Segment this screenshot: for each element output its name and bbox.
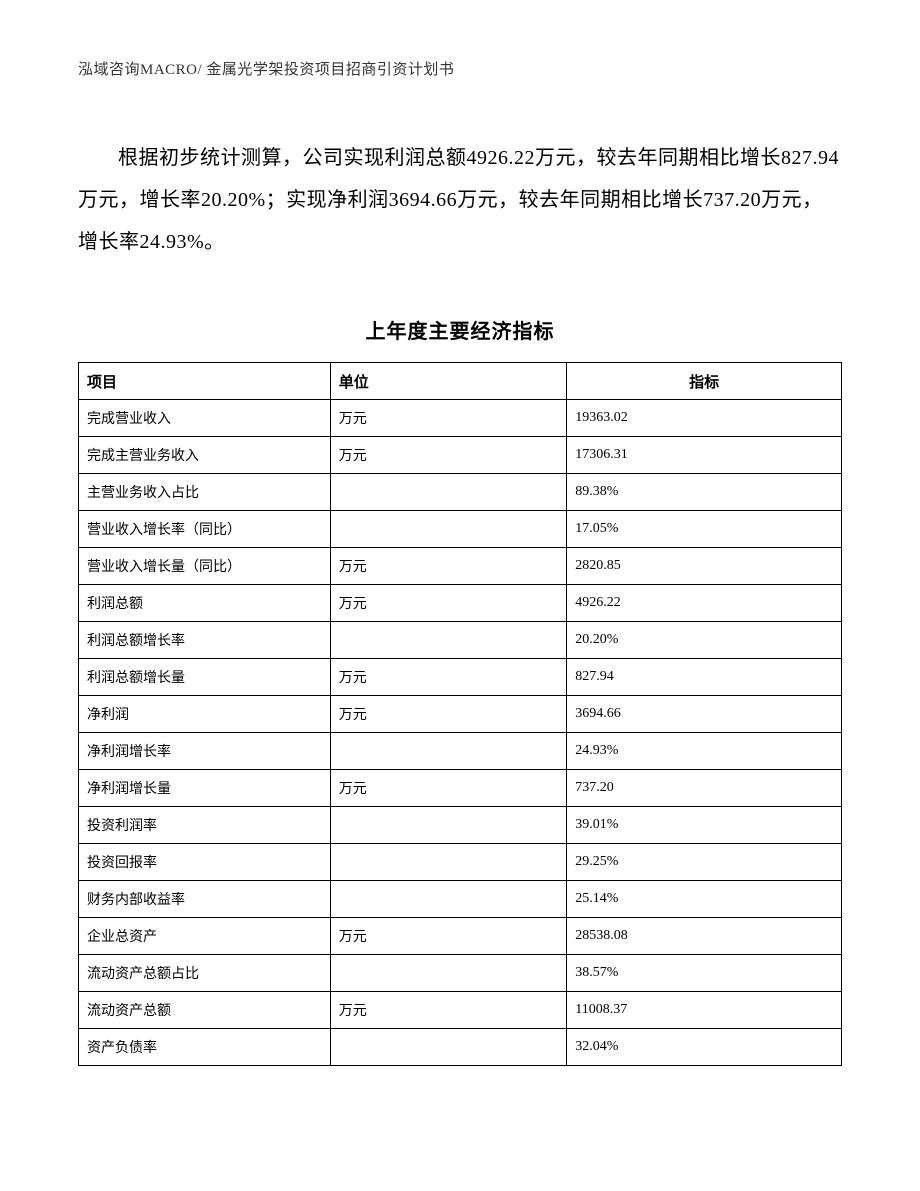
cell-indicator: 827.94	[567, 659, 842, 696]
cell-unit	[330, 474, 567, 511]
table-row: 净利润万元3694.66	[79, 696, 842, 733]
cell-project: 主营业务收入占比	[79, 474, 331, 511]
table-header-row: 项目 单位 指标	[79, 363, 842, 400]
table-body: 完成营业收入万元19363.02 完成主营业务收入万元17306.31 主营业务…	[79, 400, 842, 1066]
cell-indicator: 38.57%	[567, 955, 842, 992]
cell-indicator: 20.20%	[567, 622, 842, 659]
cell-project: 企业总资产	[79, 918, 331, 955]
table-row: 企业总资产万元28538.08	[79, 918, 842, 955]
cell-indicator: 29.25%	[567, 844, 842, 881]
cell-unit	[330, 955, 567, 992]
cell-indicator: 737.20	[567, 770, 842, 807]
cell-indicator: 17306.31	[567, 437, 842, 474]
cell-project: 利润总额	[79, 585, 331, 622]
table-row: 资产负债率 32.04%	[79, 1029, 842, 1066]
cell-project: 利润总额增长率	[79, 622, 331, 659]
col-header-unit: 单位	[330, 363, 567, 400]
table-row: 流动资产总额万元11008.37	[79, 992, 842, 1029]
cell-unit: 万元	[330, 696, 567, 733]
cell-indicator: 17.05%	[567, 511, 842, 548]
cell-unit: 万元	[330, 770, 567, 807]
cell-indicator: 25.14%	[567, 881, 842, 918]
page-header: 泓域咨询MACRO/ 金属光学架投资项目招商引资计划书	[78, 58, 842, 79]
cell-unit: 万元	[330, 992, 567, 1029]
cell-project: 投资回报率	[79, 844, 331, 881]
cell-indicator: 11008.37	[567, 992, 842, 1029]
col-header-indicator: 指标	[567, 363, 842, 400]
cell-indicator: 4926.22	[567, 585, 842, 622]
table-row: 流动资产总额占比 38.57%	[79, 955, 842, 992]
table-row: 利润总额增长量万元827.94	[79, 659, 842, 696]
cell-unit: 万元	[330, 437, 567, 474]
cell-unit	[330, 807, 567, 844]
cell-project: 利润总额增长量	[79, 659, 331, 696]
cell-project: 流动资产总额占比	[79, 955, 331, 992]
table-row: 净利润增长量万元737.20	[79, 770, 842, 807]
cell-indicator: 2820.85	[567, 548, 842, 585]
cell-unit	[330, 733, 567, 770]
table-row: 营业收入增长量（同比）万元2820.85	[79, 548, 842, 585]
cell-project: 营业收入增长量（同比）	[79, 548, 331, 585]
cell-unit: 万元	[330, 585, 567, 622]
cell-indicator: 19363.02	[567, 400, 842, 437]
cell-unit	[330, 511, 567, 548]
cell-unit: 万元	[330, 548, 567, 585]
economic-indicators-table: 项目 单位 指标 完成营业收入万元19363.02 完成主营业务收入万元1730…	[78, 362, 842, 1066]
cell-project: 完成营业收入	[79, 400, 331, 437]
col-header-project: 项目	[79, 363, 331, 400]
cell-project: 完成主营业务收入	[79, 437, 331, 474]
cell-project: 财务内部收益率	[79, 881, 331, 918]
cell-unit: 万元	[330, 659, 567, 696]
table-row: 净利润增长率 24.93%	[79, 733, 842, 770]
cell-project: 净利润增长量	[79, 770, 331, 807]
cell-unit	[330, 881, 567, 918]
cell-unit	[330, 1029, 567, 1066]
cell-indicator: 28538.08	[567, 918, 842, 955]
summary-paragraph: 根据初步统计测算，公司实现利润总额4926.22万元，较去年同期相比增长827.…	[78, 137, 842, 263]
table-row: 营业收入增长率（同比） 17.05%	[79, 511, 842, 548]
table-row: 完成主营业务收入万元17306.31	[79, 437, 842, 474]
cell-unit: 万元	[330, 400, 567, 437]
cell-unit	[330, 622, 567, 659]
cell-project: 流动资产总额	[79, 992, 331, 1029]
table-row: 主营业务收入占比 89.38%	[79, 474, 842, 511]
table-row: 完成营业收入万元19363.02	[79, 400, 842, 437]
cell-project: 净利润	[79, 696, 331, 733]
table-row: 财务内部收益率 25.14%	[79, 881, 842, 918]
cell-unit: 万元	[330, 918, 567, 955]
cell-indicator: 3694.66	[567, 696, 842, 733]
table-title: 上年度主要经济指标	[78, 315, 842, 344]
cell-project: 投资利润率	[79, 807, 331, 844]
cell-indicator: 32.04%	[567, 1029, 842, 1066]
table-row: 投资利润率 39.01%	[79, 807, 842, 844]
table-row: 利润总额增长率 20.20%	[79, 622, 842, 659]
cell-indicator: 89.38%	[567, 474, 842, 511]
cell-indicator: 24.93%	[567, 733, 842, 770]
cell-project: 资产负债率	[79, 1029, 331, 1066]
cell-project: 营业收入增长率（同比）	[79, 511, 331, 548]
table-row: 利润总额万元4926.22	[79, 585, 842, 622]
table-row: 投资回报率 29.25%	[79, 844, 842, 881]
cell-unit	[330, 844, 567, 881]
cell-project: 净利润增长率	[79, 733, 331, 770]
cell-indicator: 39.01%	[567, 807, 842, 844]
